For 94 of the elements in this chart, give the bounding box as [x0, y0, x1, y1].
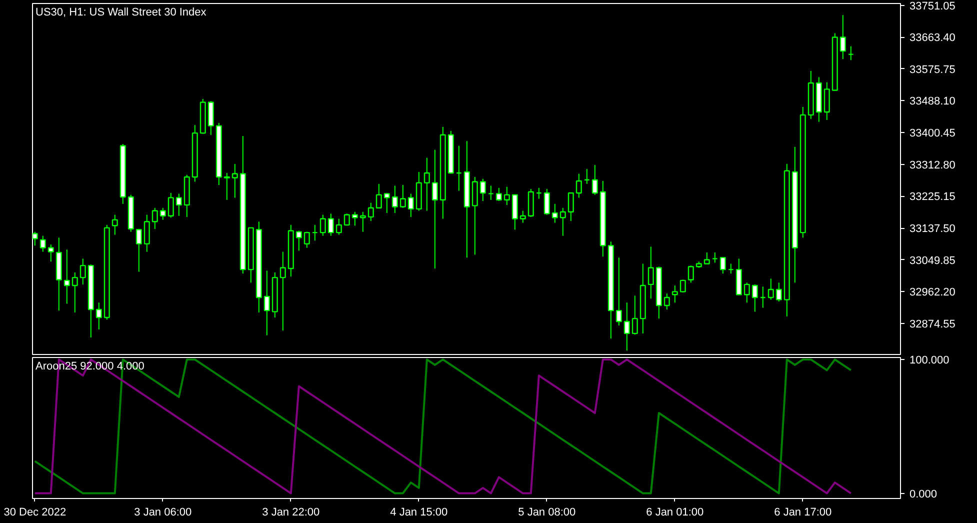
candlestick: [408, 193, 414, 218]
y-tick-label: 33400.45: [910, 128, 956, 140]
candlestick: [152, 207, 158, 230]
y-tick-label: 33575.75: [910, 64, 956, 76]
x-tick-label: 3 Jan 06:00: [134, 506, 192, 518]
y-tick-label: 33049.85: [910, 254, 956, 267]
x-tick-label: 3 Jan 22:00: [262, 506, 320, 518]
candlestick: [520, 210, 526, 224]
candlestick: [616, 257, 622, 326]
candlestick: [768, 278, 774, 300]
candlestick: [392, 185, 398, 214]
candlestick: [336, 218, 342, 236]
candlestick: [40, 235, 46, 252]
x-tick-label: 4 Jan 15:00: [390, 506, 448, 518]
candlestick: [360, 211, 366, 232]
candlestick: [64, 249, 70, 304]
candlestick: [424, 157, 430, 212]
candlestick: [752, 284, 758, 312]
y-tick-label: 33663.40: [910, 32, 956, 44]
candlestick: [544, 188, 550, 216]
candlestick: [552, 203, 558, 224]
candlestick: [312, 224, 318, 242]
y-tick-label: 33751.05: [910, 0, 956, 12]
candlestick: [160, 207, 166, 220]
candlestick: [680, 279, 686, 293]
candlestick: [712, 252, 718, 264]
candlestick: [376, 183, 382, 208]
y-tick-label: 0.000: [910, 488, 938, 500]
candlestick: [496, 187, 502, 202]
candlestick: [584, 168, 590, 184]
candlestick: [528, 188, 534, 218]
y-tick-label: 33225.15: [910, 191, 956, 204]
candlestick: [760, 286, 766, 308]
candlestick: [320, 214, 326, 236]
candlestick: [576, 173, 582, 198]
candlestick: [352, 211, 358, 226]
x-tick-label: 30 Dec 2022: [4, 506, 66, 518]
y-tick-label: 33488.10: [910, 96, 956, 108]
candlestick: [704, 252, 710, 264]
candlestick: [632, 295, 638, 336]
candlestick: [504, 186, 510, 206]
chart-title: US30, H1: US Wall Street 30 Index: [36, 6, 207, 18]
candlestick: [776, 282, 782, 302]
candlestick: [688, 265, 694, 284]
line-series: [34, 358, 852, 494]
candlestick: [224, 172, 230, 200]
y-tick-label: 32962.20: [910, 286, 956, 299]
candlestick: [512, 194, 518, 230]
candlestick: [80, 258, 86, 285]
candlestick: [112, 214, 118, 236]
candlestick: [624, 302, 630, 352]
candlestick: [472, 176, 478, 256]
candlestick: [744, 282, 750, 304]
candlestick: [280, 251, 286, 332]
candlestick: [328, 213, 334, 236]
candlestick: [456, 145, 462, 192]
candlestick: [536, 187, 542, 200]
candlestick: [136, 228, 142, 272]
candlestick: [560, 207, 566, 236]
candlestick: [208, 100, 214, 136]
y-tick-label: 100.000: [910, 354, 950, 367]
candlestick: [384, 192, 390, 214]
candlestick: [400, 184, 406, 208]
candlestick: [480, 178, 486, 202]
y-tick-label: 33137.50: [910, 223, 956, 235]
candlestick: [232, 163, 238, 198]
candlestick: [648, 246, 654, 300]
candlestick: [728, 263, 734, 274]
candlestick: [168, 192, 174, 218]
y-tick-label: 32874.55: [910, 318, 956, 330]
chart-title: Aroon25 92.000 4.000: [36, 360, 144, 372]
candlestick: [432, 149, 438, 269]
candlestick: [664, 293, 670, 310]
candlestick: [840, 14, 846, 60]
candlestick: [264, 270, 270, 336]
candlestick: [720, 256, 726, 274]
candlestick: [368, 202, 374, 222]
candlestick: [592, 164, 598, 196]
candlestick: [296, 230, 302, 252]
candlestick: [176, 193, 182, 216]
candlestick: [824, 82, 830, 121]
candlestick: [568, 192, 574, 222]
candlestick: [488, 185, 494, 200]
x-tick-label: 6 Jan 17:00: [774, 506, 832, 518]
candlestick: [48, 244, 54, 262]
candlestick: [96, 302, 102, 330]
candlestick: [304, 231, 310, 248]
x-tick-label: 6 Jan 01:00: [646, 506, 704, 518]
y-tick-label: 33312.80: [910, 159, 956, 172]
x-tick-label: 5 Jan 08:00: [518, 506, 576, 518]
candlestick: [72, 272, 78, 313]
candlestick: [672, 285, 678, 304]
candlestick: [848, 46, 854, 61]
candlestick: [144, 214, 150, 252]
